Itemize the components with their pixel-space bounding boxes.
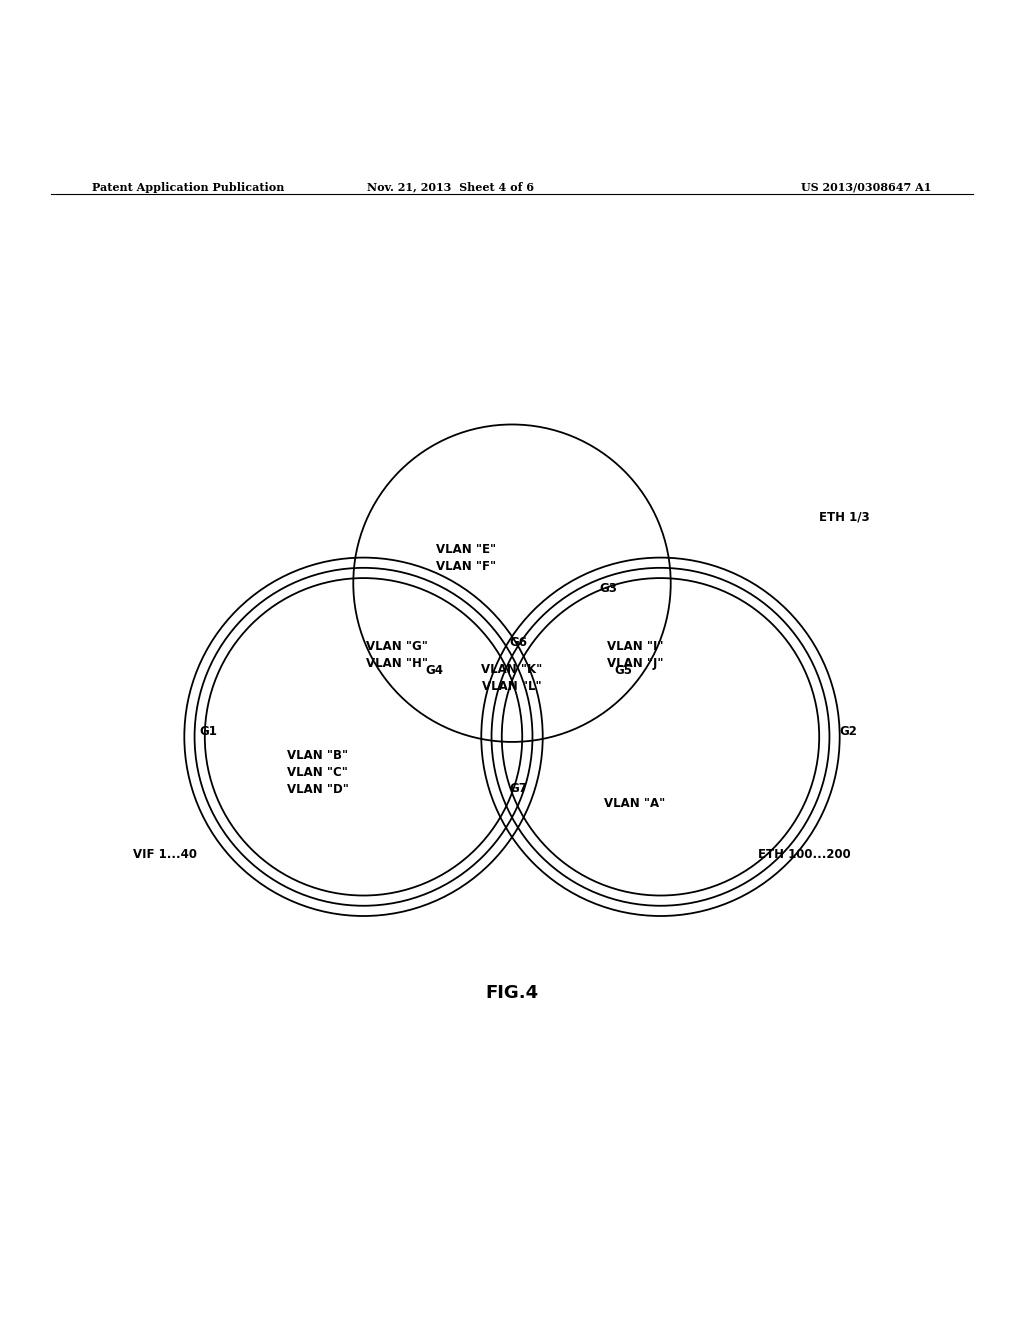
Text: FIG.4: FIG.4: [485, 983, 539, 1002]
Text: G6: G6: [509, 636, 527, 649]
Text: VLAN "B"
VLAN "C"
VLAN "D": VLAN "B" VLAN "C" VLAN "D": [287, 750, 348, 796]
Text: VLAN "A": VLAN "A": [604, 797, 666, 810]
Text: G7: G7: [509, 781, 526, 795]
Text: ETH 100...200: ETH 100...200: [758, 847, 851, 861]
Text: VLAN "E"
VLAN "F": VLAN "E" VLAN "F": [436, 543, 496, 573]
Text: VIF 1...40: VIF 1...40: [133, 847, 197, 861]
Text: US 2013/0308647 A1: US 2013/0308647 A1: [802, 182, 932, 193]
Text: G4: G4: [425, 664, 443, 677]
Text: Patent Application Publication: Patent Application Publication: [92, 182, 285, 193]
Text: VLAN "I"
VLAN "J": VLAN "I" VLAN "J": [606, 640, 664, 669]
Text: ETH 1/3: ETH 1/3: [819, 510, 869, 523]
Text: VLAN "G"
VLAN "H": VLAN "G" VLAN "H": [367, 640, 428, 669]
Text: G1: G1: [200, 725, 217, 738]
Text: G2: G2: [840, 725, 857, 738]
Text: VLAN "K"
VLAN "L": VLAN "K" VLAN "L": [481, 664, 543, 693]
Text: G3: G3: [599, 582, 616, 595]
Text: G5: G5: [614, 664, 633, 677]
Text: Nov. 21, 2013  Sheet 4 of 6: Nov. 21, 2013 Sheet 4 of 6: [367, 182, 535, 193]
